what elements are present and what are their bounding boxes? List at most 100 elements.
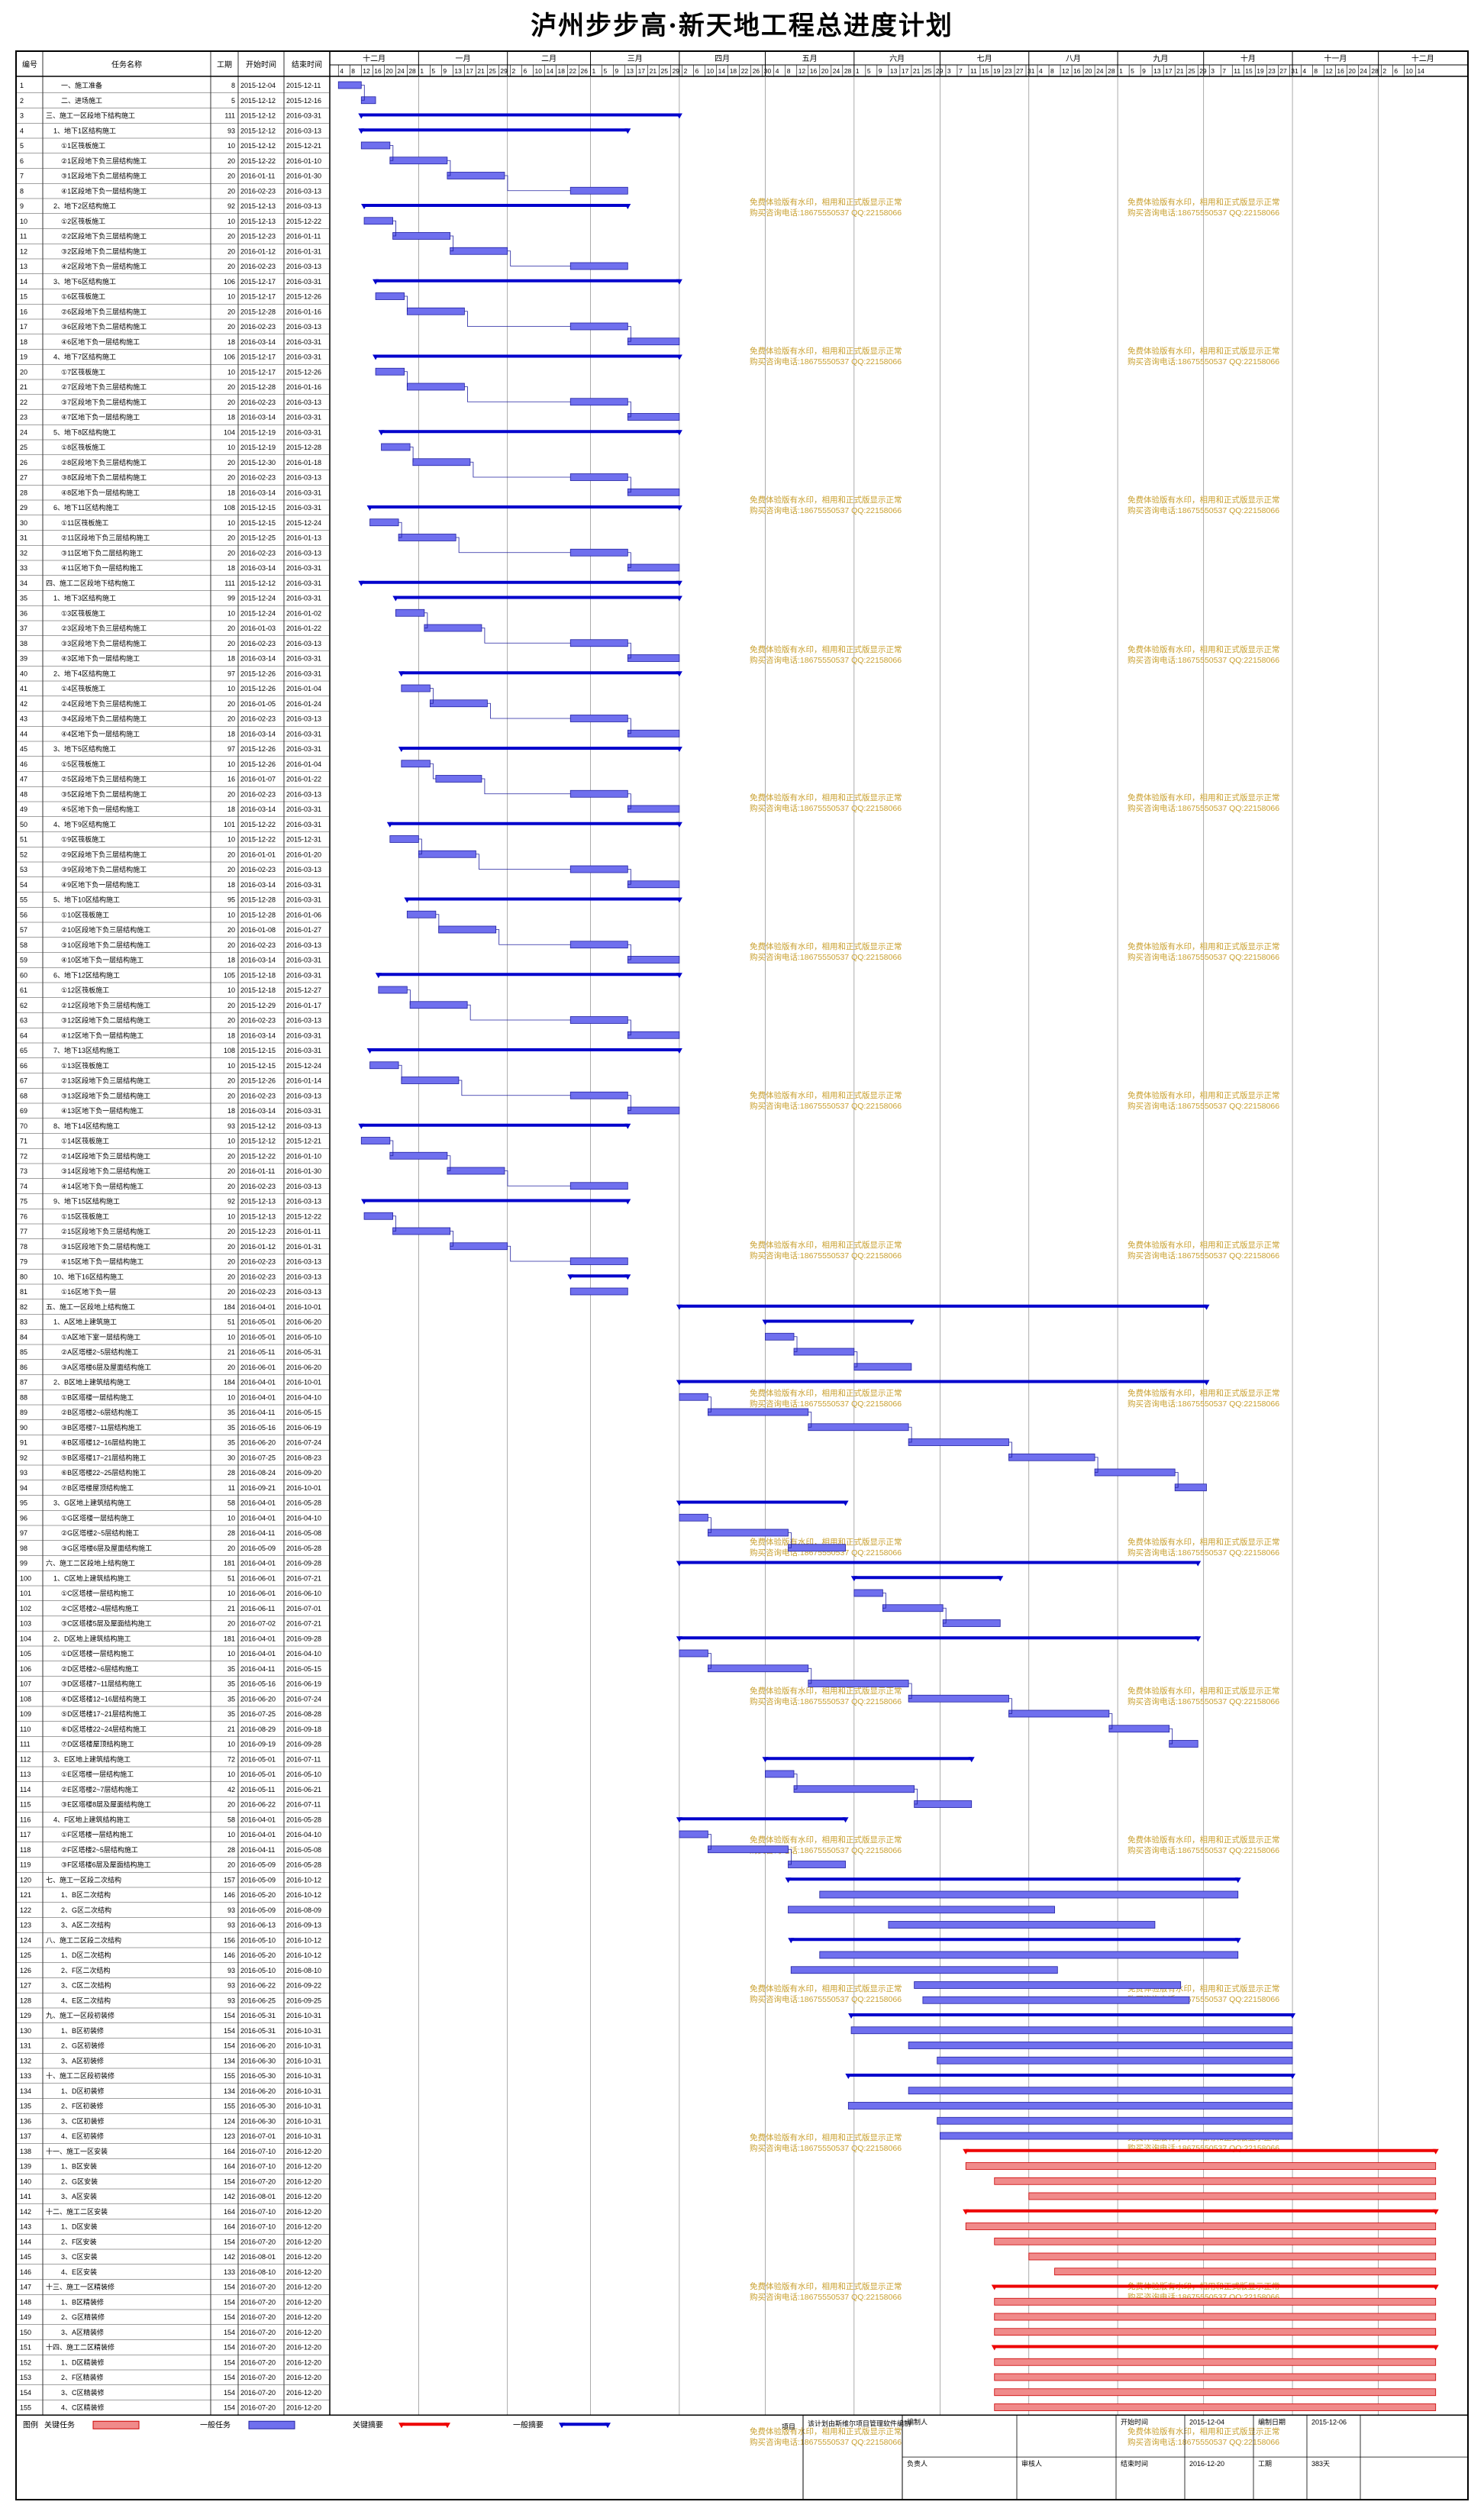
task-start: 2015-12-26: [240, 685, 276, 692]
day-label: 8: [1314, 67, 1318, 75]
task-name: ②12区段地下负三层结构施工: [61, 1001, 150, 1009]
task-start: 2016-06-20: [240, 2042, 276, 2050]
task-duration: 93: [227, 127, 235, 134]
dependency-link: [943, 1607, 947, 1624]
day-label: 24: [1096, 67, 1104, 75]
summary-bar: [389, 822, 679, 825]
task-id: 93: [20, 1469, 27, 1477]
summary-start-marker: [358, 113, 365, 119]
task-id: 126: [20, 1967, 31, 1974]
dependency-link: [1175, 1472, 1179, 1488]
task-duration: 20: [227, 941, 235, 949]
task-duration: 51: [227, 1574, 235, 1582]
dependency-link: [392, 220, 396, 237]
task-bar: [412, 458, 471, 466]
task-end: 2016-03-31: [286, 1107, 321, 1115]
task-bar: [908, 2087, 1293, 2095]
dependency-link: [627, 1019, 631, 1036]
task-start: 2016-02-23: [240, 1092, 276, 1099]
dependency-link: [794, 1336, 798, 1352]
task-start: 2016-08-29: [240, 1725, 276, 1733]
task-bar: [360, 141, 391, 150]
watermark-line-1: 免费体验版有水印，相用和正式版显示正常: [1128, 1240, 1280, 1250]
task-name: ③B区塔楼7~11层结构施工: [61, 1423, 142, 1432]
task-duration: 10: [227, 1741, 235, 1748]
day-label: 13: [627, 67, 634, 75]
task-name: 10、地下16区结构施工: [53, 1272, 124, 1280]
task-id: 142: [20, 2208, 31, 2216]
dependency-link: [788, 1848, 792, 1865]
task-name: 三、施工一区段地下结构施工: [46, 111, 135, 120]
task-name: 2、B区地上建筑结构施工: [53, 1378, 131, 1386]
legend-summary-swatch: [562, 2423, 608, 2426]
task-bar: [1008, 1709, 1110, 1718]
task-start: 2016-07-20: [240, 2238, 276, 2245]
task-duration: 10: [227, 1514, 235, 1522]
task-bar: [1028, 2192, 1437, 2200]
task-start: 2016-05-31: [240, 2027, 276, 2035]
task-duration: 10: [227, 609, 235, 617]
task-duration: 20: [227, 157, 235, 165]
task-bar: [708, 1845, 789, 1854]
task-name: 4、E区安装: [61, 2268, 97, 2276]
task-id: 48: [20, 790, 27, 798]
dependency-link: [481, 628, 571, 644]
summary-end-marker: [624, 1274, 631, 1280]
legend-task-swatch: [248, 2420, 295, 2429]
task-name: ①15区筏板施工: [61, 1212, 109, 1220]
task-id: 42: [20, 700, 27, 708]
task-duration: 35: [227, 1665, 235, 1673]
legend-label: 图例: [23, 2419, 38, 2429]
task-id: 89: [20, 1409, 27, 1416]
task-start: 2015-12-26: [240, 760, 276, 768]
summary-end-marker: [1195, 1561, 1202, 1567]
summary-bar: [851, 2013, 1293, 2016]
task-name: ③5区段地下负二层结构施工: [61, 789, 147, 798]
watermark-line-2: 购买咨询电话:18675550537 QQ:22158066: [750, 1399, 902, 1409]
summary-start-marker: [676, 1304, 682, 1310]
task-id: 83: [20, 1319, 27, 1326]
task-name: 3、地下6区结构施工: [53, 277, 116, 286]
task-duration: 20: [227, 1801, 235, 1809]
task-id: 30: [20, 519, 27, 527]
task-name: 2、G区安装: [61, 2177, 98, 2185]
day-label: 21: [650, 67, 657, 75]
task-start: 2015-12-23: [240, 233, 276, 240]
task-end: 2016-10-31: [286, 2132, 321, 2140]
task-duration: 146: [224, 1951, 235, 1959]
task-name: 七、施工一区段二次结构: [46, 1875, 121, 1884]
task-name: ①5区筏板施工: [61, 760, 105, 768]
task-end: 2016-03-13: [286, 1092, 321, 1099]
task-duration: 157: [224, 1876, 235, 1884]
summary-end-marker: [676, 430, 682, 436]
task-start: 2016-05-09: [240, 1876, 276, 1884]
dependency-link: [708, 1653, 711, 1669]
task-duration: 10: [227, 836, 235, 844]
dependency-link: [392, 1215, 396, 1232]
summary-end-marker: [968, 1757, 975, 1763]
task-start: 2016-05-11: [240, 1348, 275, 1356]
task-duration: 28: [227, 1846, 235, 1854]
task-duration: 93: [227, 1922, 235, 1929]
task-end: 2016-03-13: [286, 187, 321, 195]
task-end: 2016-01-04: [286, 760, 321, 768]
task-duration: 21: [227, 1725, 235, 1733]
task-start: 2015-12-26: [240, 670, 276, 677]
task-name: 2、F区安装: [61, 2237, 97, 2245]
watermark-line-1: 免费体验版有水印，相用和正式版显示正常: [1128, 495, 1280, 505]
task-id: 86: [20, 1364, 27, 1371]
task-end: 2016-10-31: [286, 2057, 321, 2064]
task-name: 4、地下9区结构施工: [53, 820, 116, 828]
column-header: 编号: [22, 60, 37, 69]
day-label: 1: [856, 67, 860, 75]
dependency-link: [450, 1231, 454, 1247]
task-id: 11: [20, 233, 27, 240]
task-duration: 154: [224, 2344, 235, 2352]
task-start: 2015-12-13: [240, 1198, 276, 1206]
task-duration: 18: [227, 414, 235, 421]
task-bar: [409, 1001, 468, 1009]
summary-bar: [966, 2209, 1436, 2213]
start-label: 开始时间: [1121, 2417, 1148, 2426]
task-end: 2016-06-21: [286, 1786, 321, 1793]
start-value: 2015-12-04: [1189, 2418, 1224, 2426]
